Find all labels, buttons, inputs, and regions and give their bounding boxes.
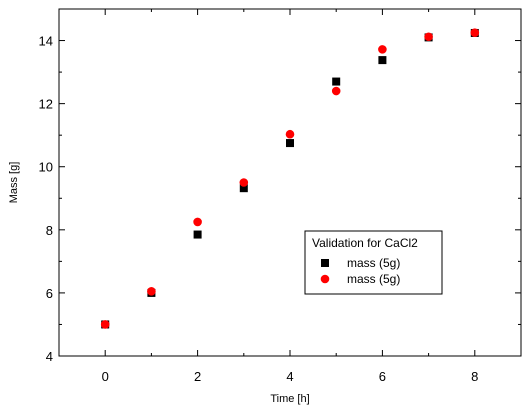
data-point-square <box>286 139 294 148</box>
x-tick-label: 6 <box>379 369 386 384</box>
tick-labels: 0 2 4 6 8 4 6 8 10 12 14 <box>39 34 479 384</box>
legend-entry-label: mass (5g) <box>347 256 400 270</box>
y-tick-label: 8 <box>46 223 53 238</box>
y-tick-label: 6 <box>46 286 53 301</box>
series-circle <box>100 28 480 329</box>
data-points <box>100 28 480 329</box>
legend-marker-circle <box>320 274 330 284</box>
legend-entry-label: mass (5g) <box>347 272 400 286</box>
data-point-circle <box>424 32 433 42</box>
y-axis-label: Mass [g] <box>8 162 20 204</box>
data-point-circle <box>331 86 341 96</box>
tick-marks <box>58 8 522 357</box>
data-point-circle <box>193 217 202 227</box>
x-tick-label: 2 <box>194 369 201 384</box>
legend-entries: mass (5g) mass (5g) <box>320 256 400 286</box>
data-point-circle <box>100 320 110 329</box>
plot-frame <box>58 8 522 357</box>
legend-title: Validation for CaCl2 <box>312 236 418 250</box>
data-point-circle <box>147 287 156 296</box>
legend-marker-square <box>321 259 329 267</box>
axes <box>58 8 522 357</box>
data-point-square <box>239 184 248 193</box>
data-point-square <box>193 230 202 239</box>
data-point-circle <box>378 45 387 54</box>
y-tick-label: 14 <box>39 34 53 49</box>
y-tick-label: 12 <box>39 97 53 112</box>
data-point-circle <box>239 178 249 187</box>
data-point-circle <box>470 28 480 37</box>
data-point-square <box>332 77 341 86</box>
x-tick-label: 8 <box>471 369 478 384</box>
x-axis-label: Time [h] <box>270 393 309 405</box>
data-point-circle <box>285 129 295 139</box>
y-tick-label: 4 <box>46 349 53 364</box>
y-tick-label: 10 <box>39 160 53 175</box>
x-tick-label: 4 <box>286 369 293 384</box>
x-tick-label: 0 <box>102 369 109 384</box>
legend: Validation for CaCl2 mass (5g) mass (5g) <box>304 230 443 295</box>
data-point-square <box>378 56 387 65</box>
